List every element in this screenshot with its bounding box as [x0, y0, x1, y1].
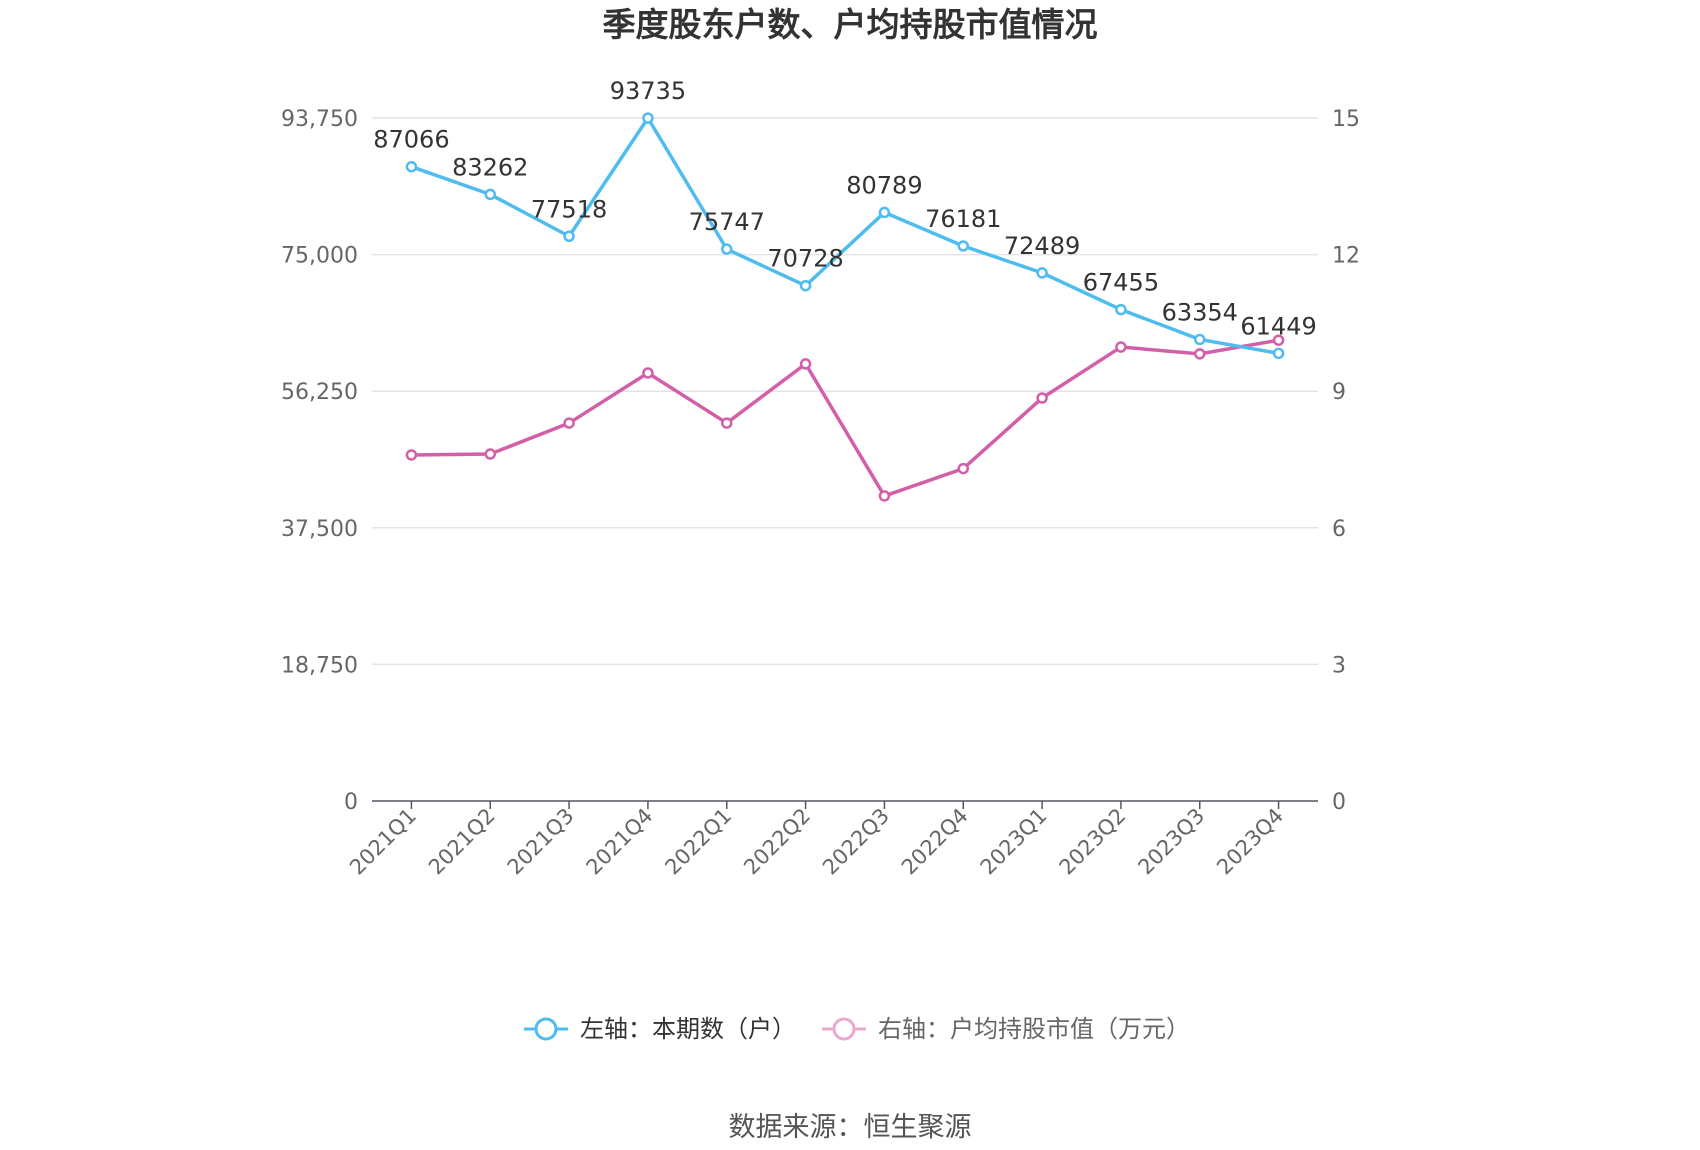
- x-tick-label: 2023Q3: [1133, 804, 1209, 880]
- data-point-series-1[interactable]: [563, 230, 575, 243]
- data-label: 87066: [373, 126, 449, 154]
- chart-title: 季度股东户数、户均持股市值情况: [603, 5, 1098, 44]
- data-label: 63354: [1162, 298, 1238, 326]
- left-tick-label: 93,750: [281, 107, 358, 132]
- data-label: 72489: [1004, 232, 1080, 260]
- data-point-series-1[interactable]: [1194, 333, 1206, 346]
- data-label: 93735: [610, 77, 686, 105]
- data-label: 75747: [689, 208, 765, 236]
- data-point-series-1[interactable]: [484, 188, 496, 201]
- legend-label-series-2: 右轴：户均持股市值（万元）: [878, 1015, 1190, 1043]
- x-tick-label: 2021Q4: [582, 804, 658, 880]
- left-tick-label: 56,250: [281, 380, 358, 405]
- data-point-series-1[interactable]: [1115, 303, 1127, 316]
- x-tick-label: 2022Q4: [897, 804, 973, 880]
- legend-marker-icon: [534, 1017, 558, 1041]
- series-line-2: [411, 338, 1279, 498]
- data-point-series-1[interactable]: [1272, 347, 1285, 360]
- right-tick-label: 9: [1332, 380, 1346, 405]
- data-point-series-2[interactable]: [1115, 341, 1127, 353]
- data-point-series-2[interactable]: [878, 490, 891, 502]
- data-label: 67455: [1083, 269, 1159, 297]
- data-point-series-1[interactable]: [878, 206, 891, 219]
- right-tick-label: 12: [1332, 244, 1360, 269]
- data-point-series-1[interactable]: [799, 279, 812, 292]
- data-point-series-2[interactable]: [405, 449, 418, 461]
- data-source: 数据来源：恒生聚源: [729, 1112, 972, 1143]
- left-tick-label: 0: [344, 790, 358, 815]
- left-tick-label: 37,500: [281, 517, 358, 542]
- right-tick-label: 3: [1332, 653, 1346, 678]
- x-tick-label: 2023Q4: [1212, 804, 1288, 880]
- data-point-series-1[interactable]: [405, 160, 418, 173]
- x-tick-label: 2023Q2: [1055, 804, 1131, 880]
- data-point-series-2[interactable]: [484, 448, 496, 460]
- x-axis: 2021Q1 2021Q2 2021Q3 2021Q4 2022Q1 2022Q2 2022…: [345, 800, 1318, 880]
- legend-item-series-1[interactable]: 左轴：本期数（户）: [524, 1015, 796, 1043]
- legend-item-series-2[interactable]: 右轴：户均持股市值（万元）: [822, 1015, 1190, 1043]
- data-point-series-2[interactable]: [1194, 348, 1206, 360]
- data-point-series-2[interactable]: [799, 358, 812, 370]
- left-tick-label: 18,750: [281, 653, 358, 678]
- x-tick-label: 2022Q3: [818, 804, 894, 880]
- data-point-series-2[interactable]: [721, 417, 733, 429]
- data-point-series-1[interactable]: [957, 240, 969, 252]
- data-label: 77518: [531, 195, 607, 223]
- data-label: 80789: [846, 171, 922, 199]
- data-point-series-1[interactable]: [1036, 267, 1048, 279]
- x-tick-label: 2021Q2: [424, 804, 500, 880]
- data-label: 83262: [452, 153, 528, 181]
- data-point-series-1[interactable]: [721, 243, 733, 255]
- data-point-series-2[interactable]: [1036, 392, 1048, 404]
- data-point-series-2[interactable]: [1272, 334, 1285, 346]
- right-tick-label: 15: [1332, 107, 1360, 132]
- data-label: 76181: [925, 205, 1001, 233]
- x-tick-label: 2021Q3: [503, 804, 579, 880]
- legend[interactable]: 左轴：本期数（户） 右轴：户均持股市值（万元）: [524, 1015, 1190, 1043]
- right-tick-label: 0: [1332, 790, 1346, 815]
- legend-marker-icon: [832, 1017, 856, 1041]
- left-axis-ticks: 0 18,750 37,500 56,250 75,000 93,750: [281, 107, 358, 815]
- data-point-series-2[interactable]: [957, 462, 969, 475]
- x-tick-label: 2022Q1: [660, 804, 736, 880]
- x-tick-label: 2022Q2: [739, 804, 815, 880]
- data-point-series-2[interactable]: [642, 367, 654, 379]
- data-label: 70728: [767, 245, 843, 273]
- left-tick-label: 75,000: [281, 244, 358, 269]
- data-point-series-2[interactable]: [563, 417, 575, 429]
- series-group: [405, 112, 1285, 502]
- right-axis-ticks: 0 3 6 9 12 15: [1332, 107, 1360, 815]
- grid-lines: [372, 117, 1318, 666]
- right-tick-label: 6: [1332, 517, 1346, 542]
- legend-label-series-1: 左轴：本期数（户）: [580, 1015, 796, 1043]
- data-point-series-1[interactable]: [642, 112, 654, 124]
- series-line-1: [410, 116, 1279, 356]
- data-label: 61449: [1240, 312, 1316, 340]
- x-tick-label: 2023Q1: [976, 804, 1052, 880]
